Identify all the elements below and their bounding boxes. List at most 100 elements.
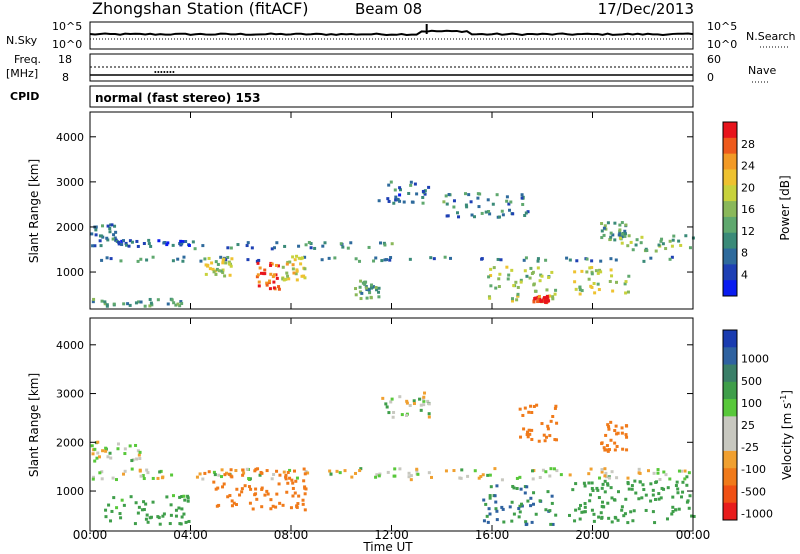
heat-cell xyxy=(182,255,186,259)
heat-cell xyxy=(553,438,557,442)
heat-cell xyxy=(649,256,653,260)
heat-cell xyxy=(677,507,681,511)
heat-cell xyxy=(415,192,419,196)
heat-cell xyxy=(130,240,134,244)
heat-cell xyxy=(464,203,468,207)
heat-cell xyxy=(91,300,95,304)
noise-right-top-tick: 10^5 xyxy=(707,20,737,33)
heat-cell xyxy=(327,256,331,260)
heat-cell xyxy=(554,513,558,517)
heat-cell xyxy=(367,245,371,249)
heat-cell xyxy=(415,467,419,471)
heat-cell xyxy=(651,510,655,514)
heat-cell xyxy=(548,294,552,298)
heat-cell xyxy=(309,246,313,250)
heat-cell xyxy=(602,226,606,230)
heat-cell xyxy=(179,239,183,243)
heat-cell xyxy=(526,430,530,434)
heat-cell xyxy=(482,498,486,502)
heat-cell xyxy=(354,471,358,475)
heat-cell xyxy=(229,474,233,478)
heat-cell xyxy=(493,467,497,471)
heat-cell xyxy=(321,244,325,248)
heat-cell xyxy=(169,513,173,517)
heat-cell xyxy=(615,280,619,284)
velocity-cbar-tick: -500 xyxy=(741,485,766,498)
heat-cell xyxy=(652,471,656,475)
heat-cell xyxy=(255,259,259,263)
heat-cell xyxy=(537,294,541,298)
heat-cell xyxy=(587,277,591,281)
heat-cell xyxy=(419,403,423,407)
heat-cell xyxy=(295,504,299,508)
heat-cell xyxy=(225,471,229,475)
heat-cell xyxy=(304,487,308,491)
heat-cell xyxy=(485,514,489,518)
heat-cell xyxy=(241,473,245,477)
heat-cell xyxy=(565,256,569,260)
heat-cell xyxy=(217,473,221,477)
heat-cell xyxy=(494,507,498,511)
heat-cell xyxy=(219,255,223,259)
heat-cell xyxy=(653,497,657,501)
heat-cell xyxy=(672,234,676,238)
power-cbar-swatch xyxy=(723,153,737,170)
heat-cell xyxy=(303,255,307,259)
heat-cell xyxy=(229,246,233,250)
heat-cell xyxy=(620,431,624,435)
heat-cell xyxy=(214,487,218,491)
heat-cell xyxy=(551,297,555,301)
heat-cell xyxy=(684,234,688,238)
heat-cell xyxy=(138,468,142,472)
velocity-cbar-label-end: ] xyxy=(780,390,794,395)
heat-cell xyxy=(629,510,633,514)
heat-cell xyxy=(500,505,504,509)
power-cbar-frame xyxy=(722,121,738,297)
heat-cell xyxy=(423,192,427,196)
heat-cell xyxy=(688,494,692,498)
heat-cell xyxy=(583,502,587,506)
heat-cell xyxy=(518,510,522,514)
heat-cell xyxy=(375,473,379,477)
heat-cell xyxy=(599,511,603,515)
heat-cell xyxy=(398,193,402,197)
heat-cell xyxy=(442,200,446,204)
freq-label: Freq. xyxy=(14,53,41,66)
freq-dip-dot xyxy=(169,71,172,73)
heat-cell xyxy=(238,493,242,497)
heat-cell xyxy=(505,195,509,199)
heat-cell xyxy=(268,279,272,283)
x-tick-label: 16:00 xyxy=(475,528,510,542)
heat-cell xyxy=(662,487,666,491)
heat-cell xyxy=(525,485,529,489)
heat-cell xyxy=(119,516,123,520)
heat-cell xyxy=(306,471,310,475)
heat-cell xyxy=(550,501,554,505)
heat-cell xyxy=(272,280,276,284)
heat-cell xyxy=(609,438,613,442)
heat-cell xyxy=(603,448,607,452)
heat-cell xyxy=(375,288,379,292)
heat-cell xyxy=(226,495,230,499)
heat-cell xyxy=(301,498,305,502)
heat-cell xyxy=(422,395,426,399)
heat-cell xyxy=(284,473,288,477)
heat-cell xyxy=(590,266,594,270)
heat-cell xyxy=(592,519,596,523)
heat-cell xyxy=(609,257,613,261)
heat-cell xyxy=(328,469,332,473)
heat-cell xyxy=(626,482,630,486)
heat-cell xyxy=(216,486,220,490)
heat-cell xyxy=(234,469,238,473)
heat-cell xyxy=(248,501,252,505)
heat-cell xyxy=(520,502,524,506)
heat-cell xyxy=(573,270,577,274)
heat-cell xyxy=(657,497,661,501)
heat-cell xyxy=(256,261,260,265)
heat-cell xyxy=(201,244,205,248)
heat-cell xyxy=(245,244,249,248)
heat-cell xyxy=(478,192,482,196)
heat-cell xyxy=(135,239,139,243)
heat-cell xyxy=(270,477,274,481)
